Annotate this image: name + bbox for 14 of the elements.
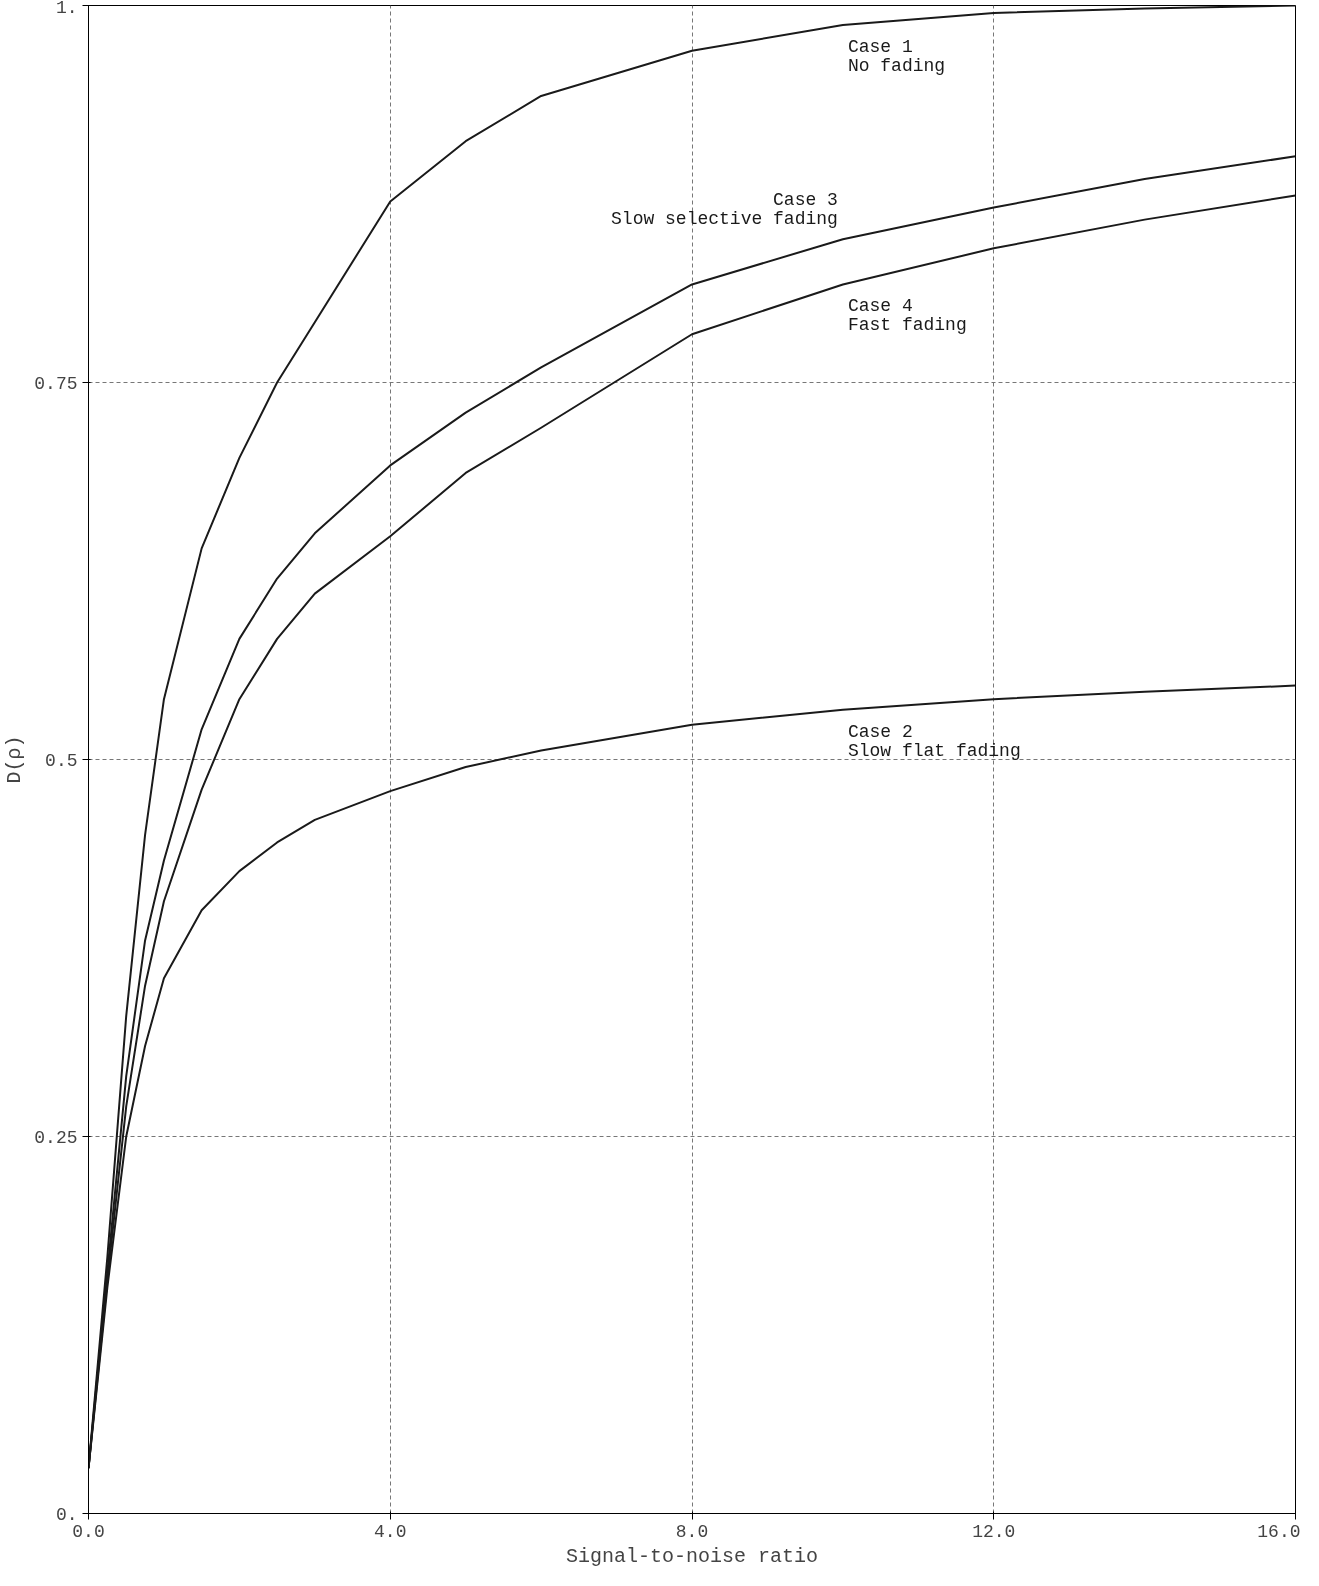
y-tick-label: 0.75 — [34, 373, 78, 394]
series-label: Case 4 Fast fading — [847, 296, 967, 336]
y-axis-title: D(ρ) — [3, 735, 27, 784]
y-tick-label: 0.25 — [34, 1127, 78, 1148]
x-tick-label: 16.0 — [1257, 1521, 1301, 1542]
y-tick-label: 0.5 — [45, 750, 78, 771]
x-tick-label: 8.0 — [675, 1521, 709, 1542]
series-label: Case 3 Slow selective fading — [611, 190, 838, 230]
y-tick-label: 1. — [55, 0, 78, 18]
x-axis-title: Signal-to-noise ratio — [565, 1544, 819, 1568]
x-tick-label: 4.0 — [374, 1521, 407, 1542]
series-label: Case 1 No fading — [847, 37, 946, 77]
x-tick-label: 12.0 — [972, 1521, 1016, 1542]
series-label: Case 2 Slow flat fading — [847, 721, 1021, 761]
